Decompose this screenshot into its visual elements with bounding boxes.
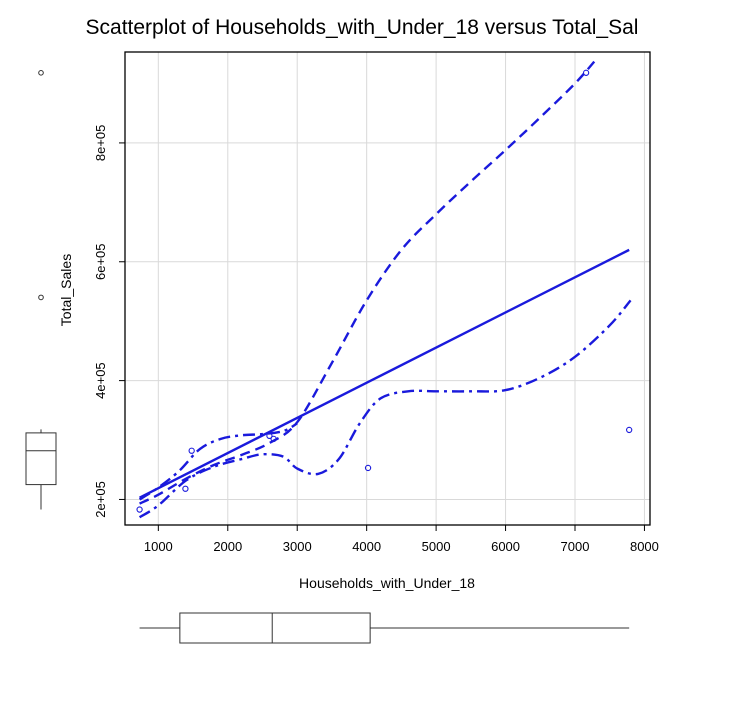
x-tick-label: 1000 [144,539,173,554]
x-tick-label: 8000 [630,539,659,554]
data-point [626,426,633,434]
fit-line-linear-fit [139,248,630,499]
data-point [188,447,195,454]
fit-line-smooth [139,58,597,505]
axis-ticks: 1000 2000 3000 4000 5000 6000 7000 8000 2e+05 4e+… [93,125,659,554]
data-points [136,69,633,513]
fit-line-smooth-lower [138,299,632,519]
x-tick-label: 2000 [213,539,242,554]
chart-title: Scatterplot of Households_with_Under_18 … [86,16,639,39]
y-boxplot-outlier [38,69,44,76]
data-point [364,464,372,472]
y-boxplot-box [25,432,57,486]
y-boxplot-outlier [38,294,44,301]
x-tick-label: 5000 [422,539,451,554]
data-point [266,432,273,440]
data-point [582,69,590,76]
fit-line-smooth-upper [138,422,298,501]
data-point [270,435,277,442]
x-axis-label: Households_with_Under_18 [299,575,475,591]
y-tick-label: 6e+05 [93,244,108,281]
data-point [136,506,143,513]
x-marginal-boxplot [139,612,630,644]
x-tick-label: 3000 [283,539,312,554]
plot-frame [124,51,651,526]
y-tick-label: 4e+05 [93,362,108,399]
y-tick-label: 8e+05 [93,125,108,162]
x-boxplot-box [179,612,371,644]
grid [125,52,650,525]
y-marginal-boxplot [25,69,57,510]
x-tick-label: 4000 [352,539,381,554]
data-point [182,485,189,492]
x-tick-label: 6000 [491,539,520,554]
fit-lines [138,58,632,519]
y-tick-label: 2e+05 [93,481,108,518]
x-tick-label: 7000 [561,539,590,554]
y-axis-label: Total_Sales [58,254,74,326]
